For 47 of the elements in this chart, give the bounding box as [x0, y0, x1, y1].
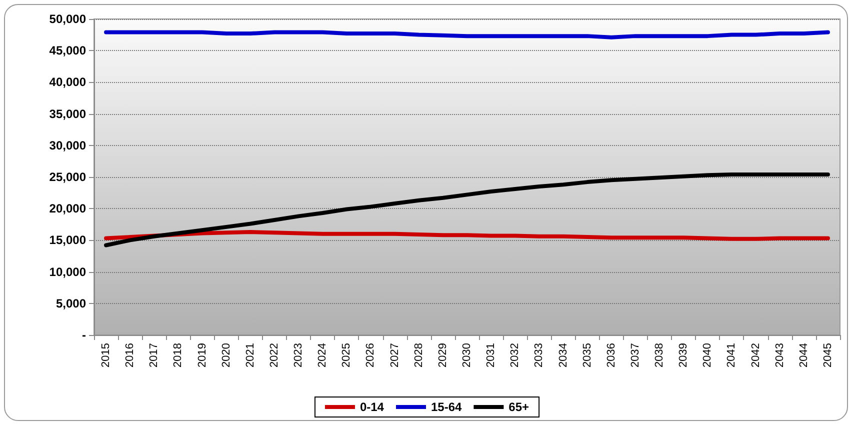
x-tick-label: 2043	[774, 343, 786, 368]
y-tick-label: 25,000	[49, 170, 86, 184]
y-tick-label: 5,000	[56, 296, 86, 310]
x-tick-label: 2032	[509, 343, 522, 368]
x-tick-label: 2035	[581, 343, 594, 368]
x-tick-label: 2027	[388, 343, 401, 368]
y-tick-label: 40,000	[49, 75, 86, 90]
x-tick-label: 2038	[654, 343, 666, 368]
y-tick-label: 15,000	[49, 233, 86, 248]
x-tick-label: 2022	[268, 343, 280, 368]
y-tick-label: 10,000	[49, 264, 86, 279]
x-tick-label: 2018	[172, 343, 184, 368]
y-tick-label: -	[82, 328, 86, 342]
x-tick-label: 2040	[702, 343, 714, 368]
x-tick-label: 2039	[678, 343, 690, 368]
x-tick-label: 2044	[798, 343, 810, 368]
legend-label: 0-14	[360, 400, 384, 414]
line-series	[104, 230, 830, 241]
y-tick-label: 45,000	[49, 44, 86, 58]
x-tick-label: 2030	[461, 343, 473, 368]
x-tick-label: 2017	[148, 343, 160, 368]
x-tick-label: 2028	[412, 343, 425, 368]
x-tick-label: 2031	[485, 343, 498, 368]
legend-label: 15-64	[430, 400, 462, 414]
x-tick-label: 2019	[196, 343, 208, 368]
x-tick-label: 2029	[436, 343, 449, 368]
x-tick-label: 2042	[750, 343, 762, 368]
legend-label: 65+	[508, 400, 530, 414]
x-tick-label: 2041	[726, 343, 738, 368]
x-tick-label: 2025	[340, 343, 353, 368]
x-tick-label: 2016	[124, 343, 136, 368]
x-tick-label: 2037	[629, 343, 642, 368]
y-tick-label: 20,000	[49, 202, 86, 216]
y-tick-label: 35,000	[49, 106, 86, 121]
x-tick-label: 2034	[557, 343, 570, 368]
line-series	[104, 172, 830, 248]
x-tick-label: 2026	[364, 343, 377, 368]
x-tick-label: 2021	[244, 343, 256, 368]
x-tick-label: 2015	[100, 343, 112, 368]
x-tick-label: 2024	[316, 343, 329, 368]
x-tick-label: 2033	[533, 343, 546, 368]
y-tick-label: 30,000	[49, 138, 86, 152]
x-tick-label: 2023	[292, 343, 305, 368]
y-tick-label: 50,000	[49, 12, 86, 26]
x-tick-label: 2045	[822, 343, 834, 368]
x-tick-label: 2036	[605, 343, 618, 368]
x-tick-label: 2020	[220, 343, 232, 368]
